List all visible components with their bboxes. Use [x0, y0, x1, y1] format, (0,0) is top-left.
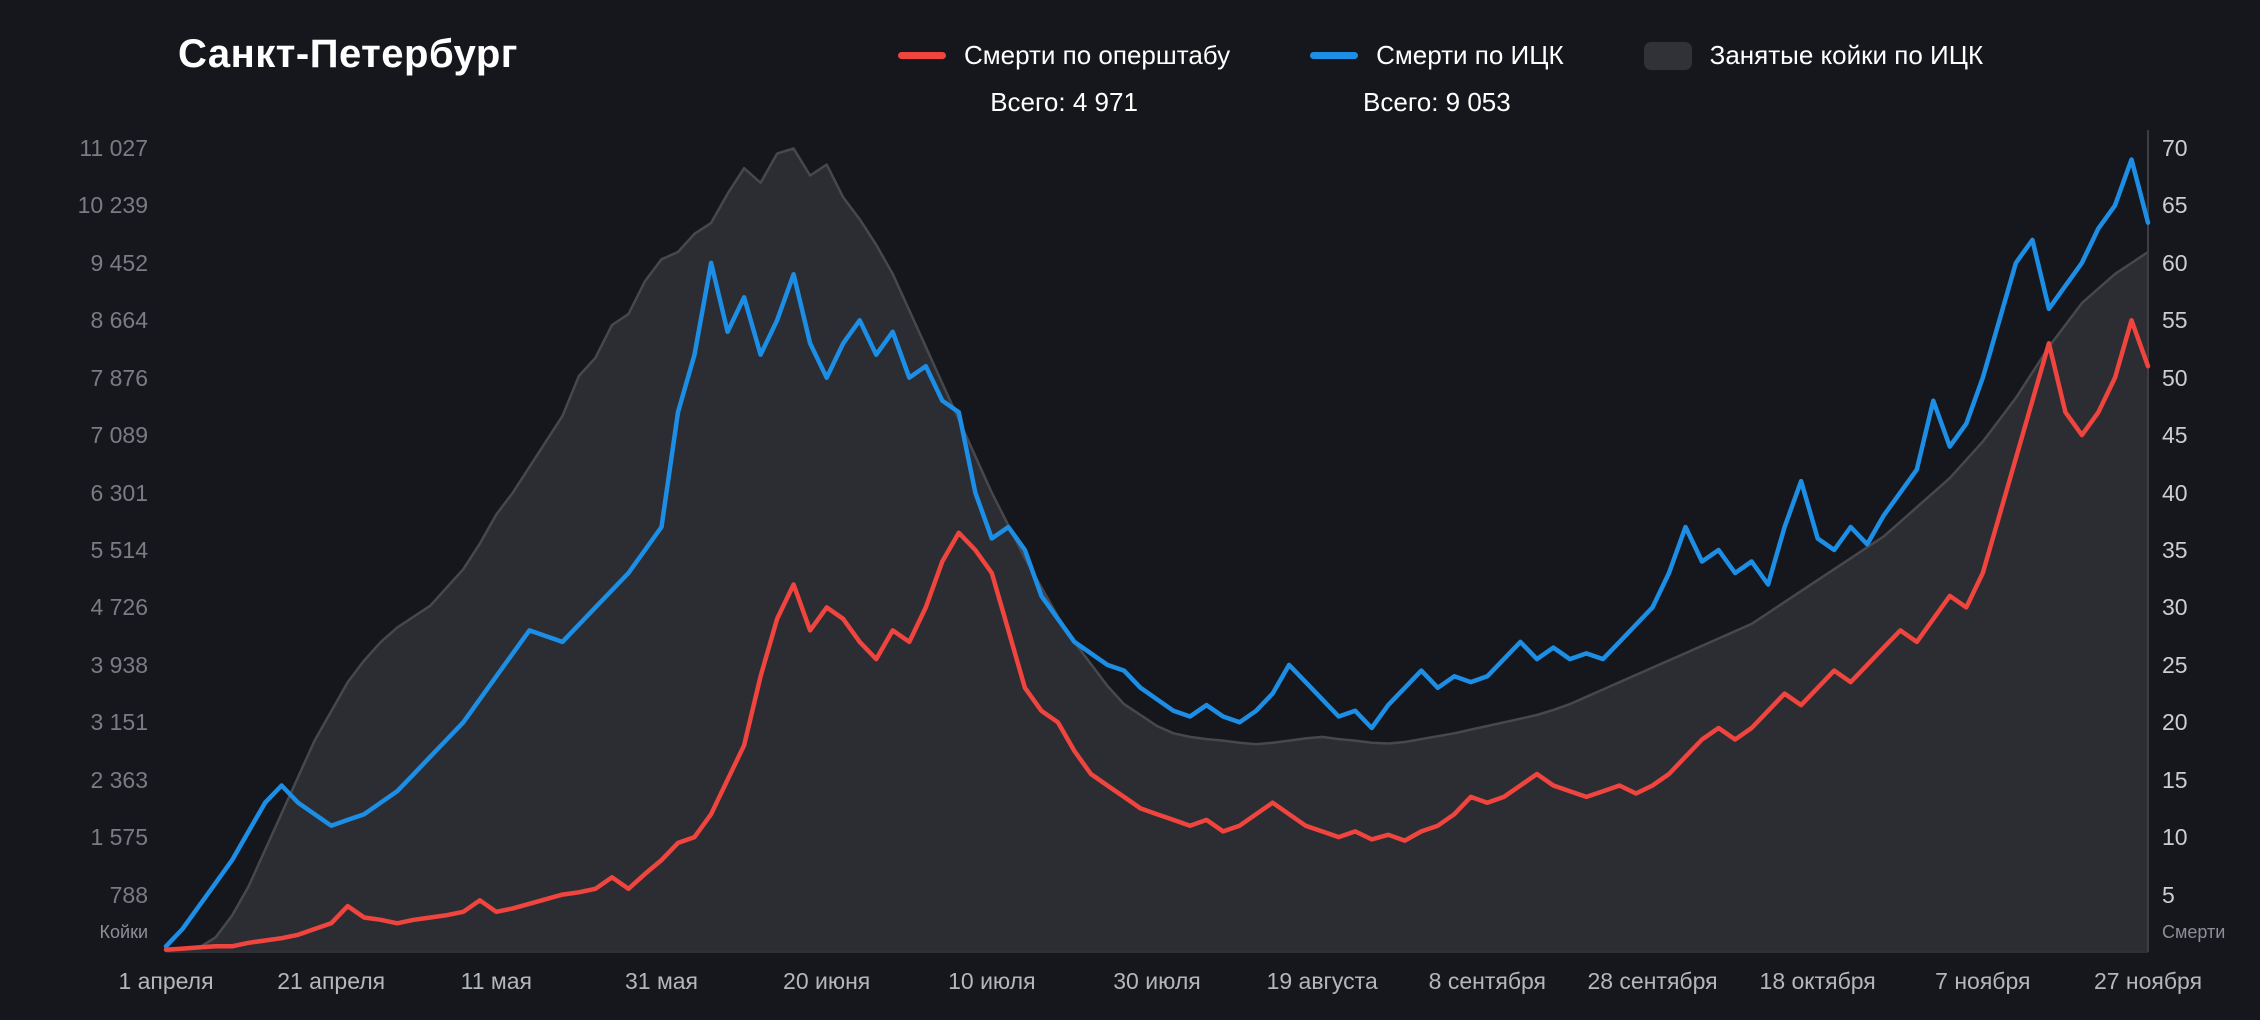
x-axis-tick-label: 21 апреля: [277, 968, 386, 994]
y-axis-right-tick-label: 15: [2162, 766, 2188, 793]
x-axis-tick-label: 30 июля: [1113, 968, 1201, 994]
y-axis-left-tick-label: 5 514: [90, 537, 148, 563]
legend-row: Занятые койки по ИЦК: [1643, 40, 1984, 71]
y-axis-left-tick-label: 7 876: [90, 364, 148, 391]
x-axis-tick-label: 28 сентября: [1587, 968, 1718, 994]
y-axis-left-tick-label: 4 726: [90, 594, 148, 621]
deaths-opershtab-line: [163, 318, 2151, 952]
gray-area-swatch-icon: [1643, 41, 1692, 70]
y-axis-right-tick-label: 60: [2162, 249, 2188, 276]
legend-item-deaths-ick: Смерти по ИЦК Всего: 9 053: [1310, 40, 1564, 118]
y-axis-left-tick-label: 1 575: [90, 824, 148, 851]
y-axis-right-tick-label: 40: [2162, 479, 2188, 506]
y-axis-left-tick-label: 8 664: [90, 307, 148, 334]
legend-row: Смерти по ИЦК: [1310, 40, 1564, 71]
right-axis-title: Смерти: [2162, 922, 2226, 942]
y-axis-left-tick-label: 10 239: [77, 192, 148, 219]
deaths-ick-line: [163, 157, 2151, 949]
x-axis-tick-label: 8 сентября: [1428, 968, 1546, 994]
y-axis-right-tick-label: 25: [2162, 651, 2188, 678]
y-axis-right-tick-label: 70: [2162, 135, 2188, 161]
y-axis-right-tick-label: 20: [2162, 709, 2188, 736]
y-axis-right-tick-label: 45: [2162, 422, 2188, 449]
y-axis-left-tick-label: 7 089: [90, 422, 148, 449]
y-axis-right-tick-label: 30: [2162, 594, 2188, 621]
x-axis-tick-label: 7 ноября: [1935, 968, 2031, 994]
x-axis-tick-label: 19 августа: [1266, 968, 1378, 994]
occupied-beds-area-edge: [165, 147, 2149, 951]
legend-item-occupied-beds: Занятые койки по ИЦК: [1643, 40, 1984, 71]
legend-label-deaths-opershtab: Смерти по оперштабу: [964, 40, 1231, 70]
y-axis-right-tick-label: 55: [2162, 307, 2188, 334]
y-axis-right-tick-label: 10: [2162, 824, 2188, 851]
y-axis-left-tick-label: 2 363: [90, 766, 148, 793]
page-title: Санкт-Петербург: [178, 32, 518, 76]
x-axis-tick-label: 11 мая: [460, 968, 532, 994]
x-axis-tick-label: 27 ноября: [2093, 968, 2203, 994]
legend-total-deaths-ick: Всего: 9 053: [1363, 87, 1511, 117]
y-axis-left-tick-label: 11 027: [79, 135, 148, 161]
y-axis-right-tick-label: 35: [2162, 537, 2188, 563]
y-axis-left-tick-label: 3 151: [90, 709, 148, 736]
y-axis-left-tick-label: 3 938: [90, 651, 148, 678]
x-axis-tick-label: 1 апреля: [118, 968, 214, 994]
y-axis-right-tick-label: 50: [2162, 364, 2188, 391]
legend-row: Смерти по оперштабу: [898, 40, 1230, 71]
legend-label-occupied-beds: Занятые койки по ИЦК: [1709, 40, 1984, 70]
legend: Смерти по оперштабу Всего: 4 971 Смерти …: [898, 40, 1983, 118]
y-axis-left-tick-label: 788: [109, 881, 148, 908]
left-axis-title: Койки: [99, 922, 148, 942]
y-axis-right-tick-label: 65: [2162, 192, 2188, 219]
legend-total-deaths-opershtab: Всего: 4 971: [990, 87, 1138, 117]
y-axis-left-tick-label: 9 452: [90, 249, 148, 276]
legend-item-deaths-opershtab: Смерти по оперштабу Всего: 4 971: [898, 40, 1230, 118]
x-axis-tick-label: 31 мая: [624, 968, 699, 994]
x-axis-tick-label: 20 июня: [783, 968, 871, 994]
y-axis-right-tick-label: 5: [2162, 881, 2175, 908]
x-axis-tick-label: 10 июля: [948, 968, 1036, 994]
y-axis-left-tick-label: 6 301: [90, 479, 148, 506]
blue-line-swatch-icon: [1310, 52, 1359, 59]
x-axis-tick-label: 18 октября: [1759, 968, 1876, 994]
occupied-beds-area: [166, 148, 2148, 952]
legend-label-deaths-ick: Смерти по ИЦК: [1376, 40, 1564, 70]
red-line-swatch-icon: [898, 52, 946, 59]
